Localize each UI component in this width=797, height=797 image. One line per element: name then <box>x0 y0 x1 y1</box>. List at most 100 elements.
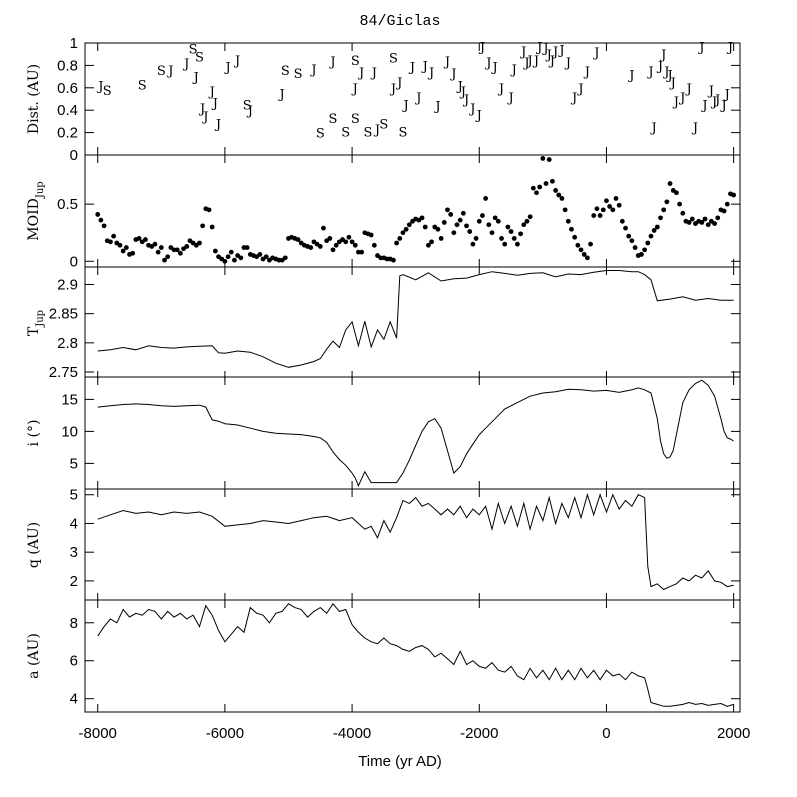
encounter-label-S: S <box>389 52 398 67</box>
moid-point <box>460 210 466 216</box>
x-tick-label: -4000 <box>333 725 371 742</box>
chart-title: 84/Giclas <box>359 13 440 30</box>
moid-point <box>257 252 263 257</box>
encounter-label-J: J <box>395 76 402 91</box>
y-tick-label: 2.85 <box>49 306 78 323</box>
moid-point <box>101 223 107 229</box>
panel-incl: 5 10 15 i (°) <box>26 376 740 489</box>
encounter-label-J: J <box>201 110 208 125</box>
encounter-label-J: J <box>484 56 491 71</box>
moid-point <box>448 212 454 217</box>
encounter-label-J: J <box>723 87 730 102</box>
moid-point <box>206 207 212 213</box>
encounter-label-J: J <box>182 57 189 72</box>
encounter-label-J: J <box>214 118 221 133</box>
moid-point <box>177 250 183 256</box>
moid-point <box>654 224 660 230</box>
x-tick-label: -2000 <box>460 725 498 742</box>
moid-point <box>352 242 358 248</box>
encounter-label-J: J <box>414 91 421 106</box>
y-tick-label: 4 <box>70 691 78 708</box>
moid-point <box>629 238 635 244</box>
moid-point <box>197 240 202 246</box>
moid-point <box>553 188 558 193</box>
moid-point <box>441 220 447 225</box>
moid-point <box>371 242 377 248</box>
moid-point <box>705 222 711 228</box>
moid-point <box>572 234 578 240</box>
moid-point <box>575 242 581 248</box>
moid-point <box>473 236 479 241</box>
moid-point <box>489 230 495 236</box>
y-axis-label-subscript: Jup <box>35 181 46 199</box>
moid-point <box>111 233 117 239</box>
moid-point <box>651 228 657 233</box>
moid-point <box>422 224 428 230</box>
series-line-incl <box>97 379 734 488</box>
y-axis-label: Dist. (AU) <box>26 64 42 134</box>
moid-point <box>120 248 126 254</box>
moid-point <box>225 254 231 260</box>
moid-point <box>308 245 314 250</box>
encounter-label-J: J <box>433 100 440 115</box>
moid-point <box>403 226 409 232</box>
moid-point <box>165 254 171 260</box>
encounter-label-S: S <box>399 125 408 140</box>
moid-point <box>591 213 597 218</box>
moid-point <box>715 215 721 221</box>
moid-point <box>674 190 679 196</box>
encounter-label-J: J <box>548 54 555 69</box>
moid-point <box>562 207 568 213</box>
encounter-label-J: J <box>96 80 103 95</box>
encounter-label-J: J <box>710 95 717 110</box>
encounter-label-S: S <box>329 112 338 127</box>
moid-point <box>295 237 301 242</box>
encounter-label-J: J <box>592 46 599 61</box>
moid-point <box>537 184 543 190</box>
encounter-label-J: J <box>678 91 685 106</box>
encounter-label-J: J <box>510 63 517 78</box>
y-tick-label: 2 <box>70 573 78 590</box>
moid-point <box>483 196 489 201</box>
y-tick-label: 8 <box>70 615 78 632</box>
encounter-label-J: J <box>685 82 692 97</box>
encounter-label-J: J <box>443 55 450 70</box>
moid-point <box>162 257 167 263</box>
panel-moid: 0 0.5 MOIDJup <box>26 154 740 270</box>
encounter-label-J: J <box>208 85 215 100</box>
encounter-label-J: J <box>421 59 428 74</box>
encounter-label-J: J <box>278 87 285 102</box>
moid-point <box>565 218 571 224</box>
moid-point <box>155 249 161 255</box>
y-tick-label: 2.9 <box>57 277 78 294</box>
encounter-label-J: J <box>532 54 539 69</box>
moid-point <box>476 218 482 224</box>
encounter-label-J: J <box>570 91 577 106</box>
encounter-label-J: J <box>646 65 653 80</box>
encounter-label-J: J <box>198 102 205 117</box>
encounter-label-J: J <box>478 40 485 55</box>
moid-point <box>317 244 323 249</box>
moid-point <box>581 252 587 257</box>
moid-point <box>95 212 101 217</box>
encounter-label-J: J <box>462 93 469 108</box>
encounter-label-S: S <box>281 64 290 79</box>
encounter-label-J: J <box>662 65 669 80</box>
moid-point <box>559 196 565 201</box>
moid-point <box>527 214 533 220</box>
encounter-label-J: J <box>449 67 456 82</box>
moid-point <box>578 247 584 253</box>
encounter-label-S: S <box>351 112 360 127</box>
moid-point <box>550 178 555 184</box>
moid-point <box>616 202 622 208</box>
encounter-label-J: J <box>491 61 498 76</box>
moid-point <box>136 236 142 241</box>
moid-point <box>667 181 673 186</box>
moid-point <box>222 258 228 264</box>
moid-point <box>499 236 504 241</box>
moid-point <box>721 208 727 214</box>
moid-point <box>546 157 552 162</box>
encounter-label-J: J <box>233 54 240 69</box>
